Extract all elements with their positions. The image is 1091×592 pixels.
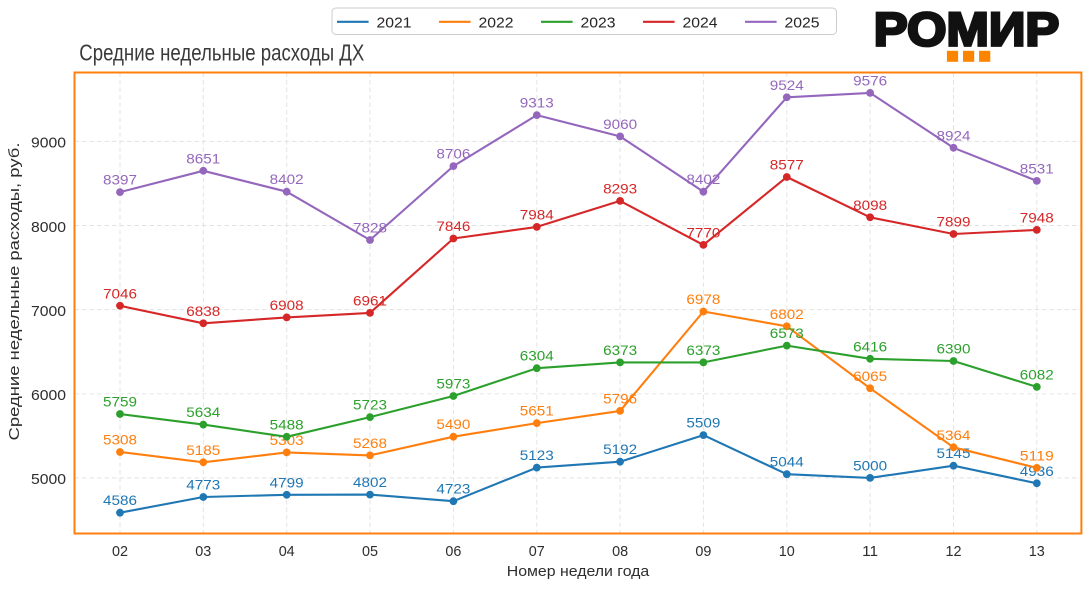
svg-text:5490: 5490 — [436, 417, 470, 432]
svg-text:8397: 8397 — [103, 173, 137, 188]
svg-text:6065: 6065 — [853, 369, 887, 384]
svg-text:6000: 6000 — [31, 387, 66, 404]
svg-text:2024: 2024 — [683, 15, 718, 32]
svg-text:6082: 6082 — [1020, 367, 1054, 382]
svg-text:6416: 6416 — [853, 339, 887, 354]
svg-text:7899: 7899 — [937, 215, 971, 230]
svg-text:8000: 8000 — [31, 219, 66, 236]
svg-text:03: 03 — [195, 543, 211, 560]
svg-text:2025: 2025 — [785, 15, 820, 32]
svg-text:5000: 5000 — [853, 458, 887, 473]
svg-text:8706: 8706 — [436, 147, 470, 162]
svg-text:7046: 7046 — [103, 286, 137, 301]
svg-text:7770: 7770 — [686, 225, 720, 240]
svg-text:4723: 4723 — [436, 482, 470, 497]
svg-text:13: 13 — [1029, 543, 1045, 560]
svg-text:8577: 8577 — [770, 158, 804, 173]
svg-text:6838: 6838 — [186, 304, 220, 319]
svg-text:4586: 4586 — [103, 493, 137, 508]
svg-text:5185: 5185 — [186, 443, 220, 458]
svg-text:2021: 2021 — [377, 15, 412, 32]
svg-text:04: 04 — [279, 543, 295, 560]
svg-text:2022: 2022 — [479, 15, 514, 32]
svg-text:4802: 4802 — [353, 475, 387, 490]
svg-text:07: 07 — [529, 543, 545, 560]
svg-text:6373: 6373 — [603, 343, 637, 358]
svg-text:5488: 5488 — [270, 417, 304, 432]
svg-text:7000: 7000 — [31, 303, 66, 320]
svg-text:8924: 8924 — [937, 128, 972, 143]
svg-text:7846: 7846 — [436, 219, 470, 234]
svg-text:5192: 5192 — [603, 442, 637, 457]
svg-text:5796: 5796 — [603, 391, 637, 406]
svg-text:08: 08 — [612, 543, 628, 560]
svg-text:5268: 5268 — [353, 436, 387, 451]
svg-text:5364: 5364 — [937, 428, 972, 443]
svg-text:9313: 9313 — [520, 96, 554, 111]
svg-text:5723: 5723 — [353, 398, 387, 413]
svg-text:6978: 6978 — [686, 292, 720, 307]
svg-text:02: 02 — [112, 543, 128, 560]
svg-text:8402: 8402 — [686, 172, 720, 187]
svg-text:6390: 6390 — [937, 342, 971, 357]
svg-text:8402: 8402 — [270, 172, 304, 187]
svg-text:5000: 5000 — [31, 471, 66, 488]
svg-text:8651: 8651 — [186, 151, 220, 166]
svg-text:5634: 5634 — [186, 405, 221, 420]
svg-text:Средние недельные расходы ДХ: Средние недельные расходы ДХ — [79, 39, 364, 65]
svg-text:05: 05 — [362, 543, 378, 560]
svg-text:4799: 4799 — [270, 475, 304, 490]
svg-text:9000: 9000 — [31, 135, 66, 152]
svg-text:2023: 2023 — [581, 15, 616, 32]
svg-text:7828: 7828 — [353, 221, 387, 236]
svg-text:5044: 5044 — [770, 455, 805, 470]
svg-text:6802: 6802 — [770, 307, 804, 322]
svg-text:8098: 8098 — [853, 198, 887, 213]
svg-text:09: 09 — [695, 543, 711, 560]
svg-text:5123: 5123 — [520, 448, 554, 463]
svg-text:5973: 5973 — [436, 377, 470, 392]
svg-text:6961: 6961 — [353, 293, 387, 308]
svg-text:9576: 9576 — [853, 73, 887, 88]
svg-text:Номер недели года: Номер недели года — [507, 563, 650, 580]
svg-text:5119: 5119 — [1020, 448, 1054, 463]
svg-text:7984: 7984 — [520, 207, 555, 222]
svg-text:12: 12 — [946, 543, 962, 560]
svg-text:7948: 7948 — [1020, 210, 1054, 225]
svg-text:6573: 6573 — [770, 326, 804, 341]
svg-text:5308: 5308 — [103, 433, 137, 448]
svg-text:5651: 5651 — [520, 404, 554, 419]
svg-text:6304: 6304 — [520, 349, 555, 364]
svg-text:РОМИР: РОМИР — [874, 3, 1060, 56]
svg-text:11: 11 — [862, 543, 878, 560]
svg-text:8531: 8531 — [1020, 161, 1054, 176]
svg-text:4773: 4773 — [186, 478, 220, 493]
svg-text:8293: 8293 — [603, 181, 637, 196]
svg-text:10: 10 — [779, 543, 795, 560]
svg-text:6908: 6908 — [270, 298, 304, 313]
svg-text:5759: 5759 — [103, 395, 137, 410]
svg-text:6373: 6373 — [686, 343, 720, 358]
svg-text:9524: 9524 — [770, 78, 805, 93]
svg-text:06: 06 — [445, 543, 461, 560]
svg-text:Средние недельные расходы, руб: Средние недельные расходы, руб. — [6, 143, 23, 441]
svg-text:5509: 5509 — [686, 416, 720, 431]
svg-text:9060: 9060 — [603, 117, 637, 132]
